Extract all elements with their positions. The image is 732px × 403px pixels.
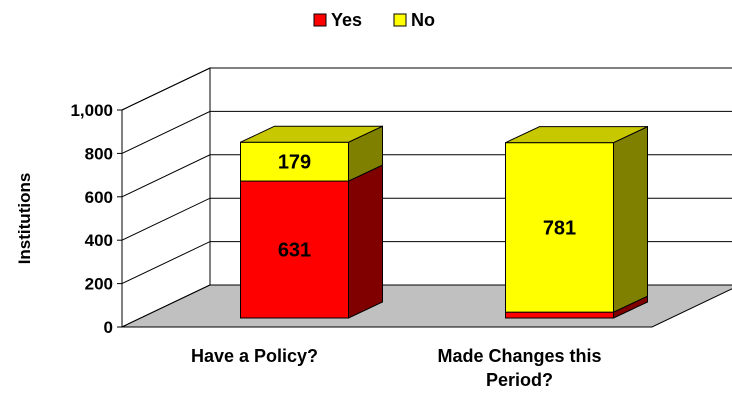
x-tick-label: Have a Policy? bbox=[191, 346, 318, 366]
legend-label: Yes bbox=[331, 10, 362, 30]
bar-side bbox=[613, 125, 648, 313]
gridline bbox=[121, 67, 732, 111]
y-tick-label: 1,000 bbox=[70, 101, 113, 120]
y-axis-label: Institutions bbox=[15, 173, 34, 265]
legend-swatch bbox=[313, 13, 327, 27]
bar-front bbox=[240, 141, 349, 182]
legend-box bbox=[300, 6, 468, 34]
data-label: 179 bbox=[278, 152, 311, 174]
bars: 63117927781 bbox=[240, 125, 648, 319]
x-tick-label: Period? bbox=[486, 370, 553, 390]
y-tick-label: 0 bbox=[104, 318, 113, 337]
bar-front bbox=[505, 311, 614, 319]
y-tick-label: 600 bbox=[85, 188, 113, 207]
legend-label: No bbox=[411, 10, 435, 30]
bar-segment: 781 bbox=[505, 125, 648, 313]
side-wall bbox=[121, 67, 211, 328]
data-label: 781 bbox=[543, 217, 576, 239]
bar-top bbox=[505, 126, 648, 144]
legend-swatch bbox=[393, 13, 407, 27]
y-axis: 0 200 400 600 800 1,000 bbox=[70, 101, 123, 337]
y-tick-label: 200 bbox=[85, 275, 113, 294]
bar-side bbox=[348, 164, 383, 319]
y-tick-label: 800 bbox=[85, 144, 113, 163]
gridline bbox=[121, 110, 732, 154]
data-label: 631 bbox=[278, 240, 311, 262]
bar-front bbox=[505, 142, 614, 313]
x-axis: Have a Policy? Made Changes this Period? bbox=[191, 346, 602, 390]
bar-top bbox=[240, 125, 383, 143]
bar-segment: 631 bbox=[240, 164, 383, 319]
bar-segment: 179 bbox=[240, 125, 383, 182]
x-tick-label: Made Changes this bbox=[437, 346, 601, 366]
legend: Yes No bbox=[300, 6, 468, 34]
y-tick-label: 400 bbox=[85, 231, 113, 250]
bar-front bbox=[240, 180, 349, 319]
